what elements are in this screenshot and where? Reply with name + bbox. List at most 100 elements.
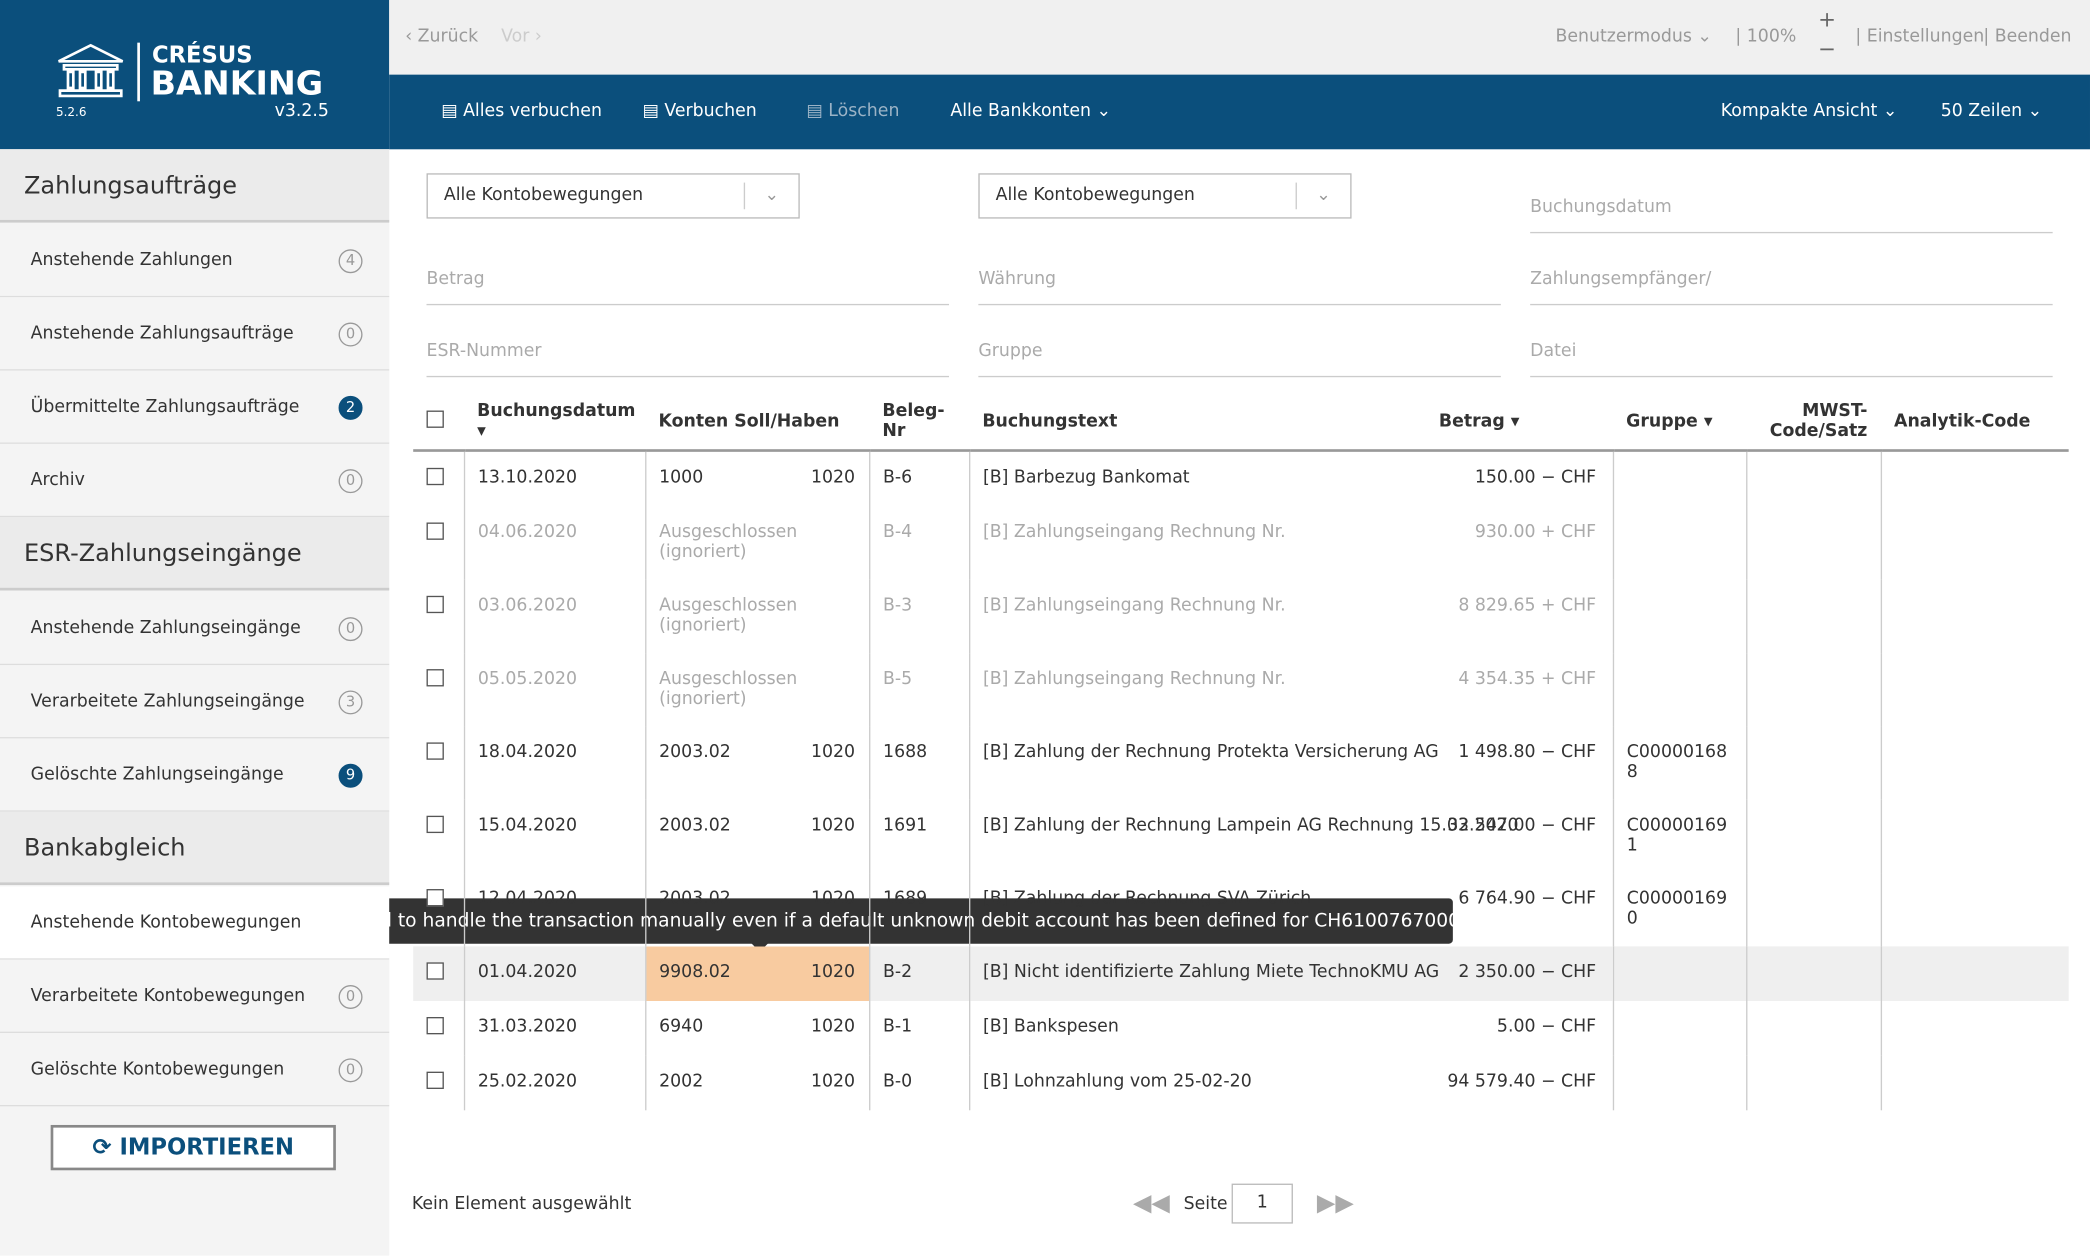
checkbox[interactable] — [426, 409, 444, 428]
import-label: IMPORTIEREN — [119, 1134, 294, 1161]
table-row[interactable]: 04.06.2020 Ausgeschlossen (ignoriert) B-4[… — [413, 506, 2069, 580]
nav-item[interactable]: Verarbeitete Kontobewegungen 0 — [0, 959, 390, 1033]
table-row[interactable]: 12.04.2020 2003.02 1020 1689 [B] Zahlung der… — [413, 873, 2069, 947]
account-debit: 2003.02 — [659, 742, 731, 763]
checkbox[interactable] — [426, 1071, 444, 1089]
checkbox[interactable] — [426, 522, 444, 540]
checkbox[interactable] — [426, 742, 444, 760]
cell — [1745, 1055, 1881, 1111]
cell — [1880, 1055, 2069, 1111]
nav-label: Verarbeitete Zahlungseingänge — [30, 691, 305, 712]
table-row[interactable]: 31.03.2020 6940 1020 B-1 [B] Bankspesen 5.00 … — [413, 1001, 2069, 1056]
nav-item[interactable]: Gelöschte Kontobewegungen 0 — [0, 1032, 390, 1107]
cell — [1745, 579, 1881, 654]
cell: [B] Nicht identifizierte Zahlung Miete T… — [968, 946, 1613, 1002]
account-credit: 1020 — [810, 889, 856, 910]
table-row[interactable]: 13.10.2020 1000 1020 B-6 [B] Barbezug Bankom… — [413, 450, 2069, 507]
toolbar-button[interactable]: Alle Bankkonten ⌄ — [950, 101, 1112, 122]
cell: B-5 — [868, 653, 970, 727]
cell: C000001688 — [1612, 726, 1747, 800]
toolbar-button[interactable]: Kompakte Ansicht ⌄ — [1720, 101, 1898, 122]
table-row[interactable]: 01.04.2020 9908.02 1020 B-2 [B] Nicht identi… — [413, 946, 2069, 1002]
nav-item[interactable]: Anstehende Kontobewegungen — [0, 886, 390, 960]
checkbox[interactable] — [426, 595, 444, 614]
toolbar-button[interactable]: ▤ Löschen — [806, 101, 900, 122]
account-debit: 1000 — [659, 467, 704, 488]
account-debit: 9908.02 — [659, 962, 731, 983]
cell — [1745, 506, 1881, 580]
account-debit: Ausgeschlossen (ignoriert) — [659, 522, 798, 563]
forward-button[interactable]: Vor › — [501, 26, 542, 47]
toolbar-button[interactable]: ▤ Alles verbuchen — [441, 101, 602, 122]
prev-page[interactable]: ◀◀ — [1132, 1188, 1170, 1217]
select-label: Alle Kontobewegungen — [995, 185, 1195, 206]
filter-select[interactable]: Alle Kontobewegungen ⌄ — [978, 173, 1352, 219]
settings-link[interactable]: | Einstellungen — [1855, 26, 1985, 47]
nav-item[interactable]: Anstehende Zahlungen 4 — [0, 223, 390, 298]
page-input[interactable]: 1 — [1231, 1183, 1293, 1224]
filter-field[interactable]: Zahlungsempfänger/ — [1530, 269, 2053, 306]
count-badge: 0 — [338, 617, 363, 642]
cell — [1880, 1001, 2069, 1056]
filter-field[interactable]: Buchungsdatum — [1530, 197, 2053, 234]
cell — [1612, 579, 1747, 654]
header-cell[interactable]: Gruppe ▾ — [1612, 393, 1747, 452]
checkbox[interactable] — [426, 962, 444, 980]
cell — [413, 873, 464, 946]
back-button[interactable]: ‹ Zurück — [405, 26, 479, 47]
filter-select[interactable]: Alle Kontobewegungen ⌄ — [426, 173, 800, 219]
section-title: ESR-Zahlungseingänge — [0, 517, 390, 591]
header-row: Buchungsdatum ▾ Konten Soll/Haben Beleg-Nr… — [413, 393, 2069, 452]
nav-item[interactable]: Anstehende Zahlungseingänge 0 — [0, 591, 390, 666]
cell: 18.04.2020 — [463, 726, 646, 800]
quit-link[interactable]: | Beenden — [1983, 26, 2072, 47]
cell: 1691 — [868, 799, 970, 874]
checkbox[interactable] — [426, 467, 444, 486]
checkbox[interactable] — [426, 1017, 444, 1035]
nav-item[interactable]: Gelöschte Zahlungseingänge 9 — [0, 738, 390, 812]
mode-menu[interactable]: Benutzermodus ⌄ — [1555, 26, 1712, 47]
header-cell[interactable]: Beleg-Nr — [869, 393, 970, 452]
filter-field[interactable]: Betrag — [426, 269, 950, 306]
filter-field[interactable]: ESR-Nummer — [426, 341, 950, 378]
header-cell[interactable]: MWST-Code/Satz — [1746, 393, 1881, 452]
filter-field[interactable]: Währung — [978, 269, 1501, 306]
table-row[interactable]: 03.06.2020 Ausgeschlossen (ignoriert) B-3[… — [413, 579, 2069, 654]
filter-field[interactable]: Gruppe — [978, 341, 1501, 378]
account-credit: 1020 — [810, 962, 856, 983]
count-badge: 4 — [338, 249, 363, 274]
table-row[interactable]: 18.04.2020 2003.02 1020 1688 [B] Zahlung der… — [413, 726, 2069, 800]
header-cell[interactable]: Buchungsdatum ▾ — [463, 393, 646, 452]
table-row[interactable]: 25.02.2020 2002 1020 B-0 [B] Lohnzahlung vom… — [413, 1055, 2069, 1111]
toolbar-button[interactable]: 50 Zeilen ⌄ — [1940, 101, 2043, 122]
amount: 8 829.65 + CHF — [1458, 595, 1597, 616]
checkbox[interactable] — [426, 669, 444, 687]
next-page[interactable]: ▶▶ — [1316, 1188, 1354, 1217]
cell: [B] Barbezug Bankomat 150.00 − CHF — [968, 450, 1613, 507]
cell: B-4 — [868, 506, 970, 580]
nav-item[interactable]: Verarbeitete Zahlungseingänge 3 — [0, 665, 390, 739]
filter-field[interactable]: Datei — [1530, 341, 2053, 378]
amount: 5.00 − CHF — [1496, 1017, 1597, 1037]
toolbar-button[interactable]: ▤ Verbuchen — [642, 101, 757, 122]
zoom-buttons[interactable]: + − — [1818, 6, 1836, 62]
nav-item[interactable]: Archiv 0 — [0, 443, 390, 518]
header-cell[interactable]: Analytik-Code — [1880, 393, 2069, 452]
build: 5.2.6 — [55, 106, 87, 120]
cell: B-0 — [868, 1055, 970, 1111]
cell: 25.02.2020 — [463, 1055, 646, 1111]
header-label: Analytik-Code — [1894, 411, 2031, 432]
header-cell[interactable]: Konten Soll/Haben — [645, 393, 870, 452]
cell — [1745, 946, 1881, 1002]
table-row[interactable]: 15.04.2020 2003.02 1020 1691 [B] Zahlung der… — [413, 799, 2069, 874]
nav-item[interactable]: Anstehende Zahlungsaufträge 0 — [0, 297, 390, 371]
table-row[interactable]: 05.05.2020 Ausgeschlossen (ignoriert) B-5[… — [413, 653, 2069, 727]
section-title: Zahlungsaufträge — [0, 149, 390, 223]
checkbox[interactable] — [426, 889, 444, 907]
nav-label: Gelöschte Zahlungseingänge — [30, 765, 284, 786]
header-cell[interactable]: Buchungstext Betrag ▾ — [969, 393, 1613, 452]
checkbox[interactable] — [426, 815, 444, 834]
nav-item[interactable]: Übermittelte Zahlungsaufträge 2 — [0, 370, 390, 444]
cell — [1880, 450, 2069, 507]
import-button[interactable]: ⟳ IMPORTIEREN — [50, 1124, 336, 1171]
